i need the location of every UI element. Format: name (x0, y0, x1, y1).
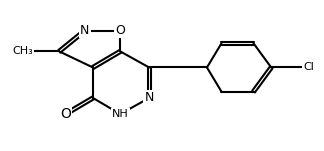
Text: O: O (60, 107, 71, 121)
Text: Cl: Cl (303, 63, 314, 72)
Text: CH₃: CH₃ (13, 46, 33, 56)
Text: NH: NH (112, 109, 129, 119)
Text: O: O (115, 24, 125, 37)
Text: N: N (80, 24, 90, 37)
Text: N: N (145, 92, 154, 104)
